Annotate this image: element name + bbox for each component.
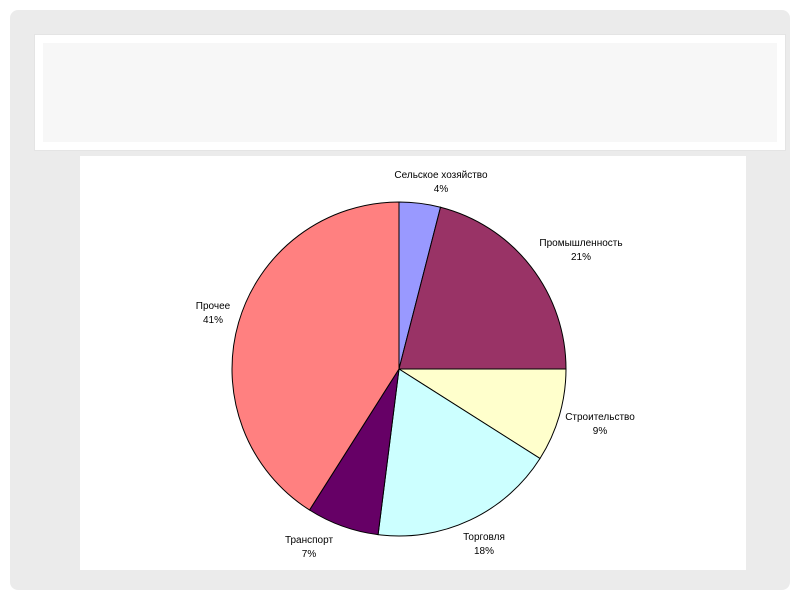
slide-title-placeholder — [35, 35, 785, 150]
slice-percent-label: 9% — [593, 426, 608, 437]
slice-percent-label: 41% — [203, 315, 223, 326]
slide-title-area — [43, 43, 777, 142]
slice-percent-label: 4% — [434, 184, 449, 195]
slice-name-label: Транспорт — [285, 535, 334, 546]
slice-name-label: Промышленность — [539, 238, 622, 249]
slice-name-label: Строительство — [565, 412, 635, 423]
slice-percent-label: 18% — [474, 546, 494, 557]
slice-name-label: Торговля — [463, 532, 505, 543]
pie-slice — [231, 201, 400, 511]
slice-name-label: Прочее — [196, 301, 231, 312]
pie-slice — [377, 368, 541, 537]
pie-chart: Сельское хозяйство 4% Промышленность 21% Стр… — [196, 170, 635, 560]
pie-slice — [398, 206, 567, 370]
chart-panel: Сельское хозяйство 4% Промышленность 21% Стр… — [80, 156, 746, 570]
pie-labels: Сельское хозяйство 4% Промышленность 21% Стр… — [196, 170, 635, 560]
slice-name-label: Сельское хозяйство — [394, 170, 488, 181]
pie-slice — [397, 368, 567, 460]
pie-slices — [231, 201, 567, 537]
slice-percent-label: 7% — [302, 549, 317, 560]
slice-percent-label: 21% — [571, 252, 591, 263]
